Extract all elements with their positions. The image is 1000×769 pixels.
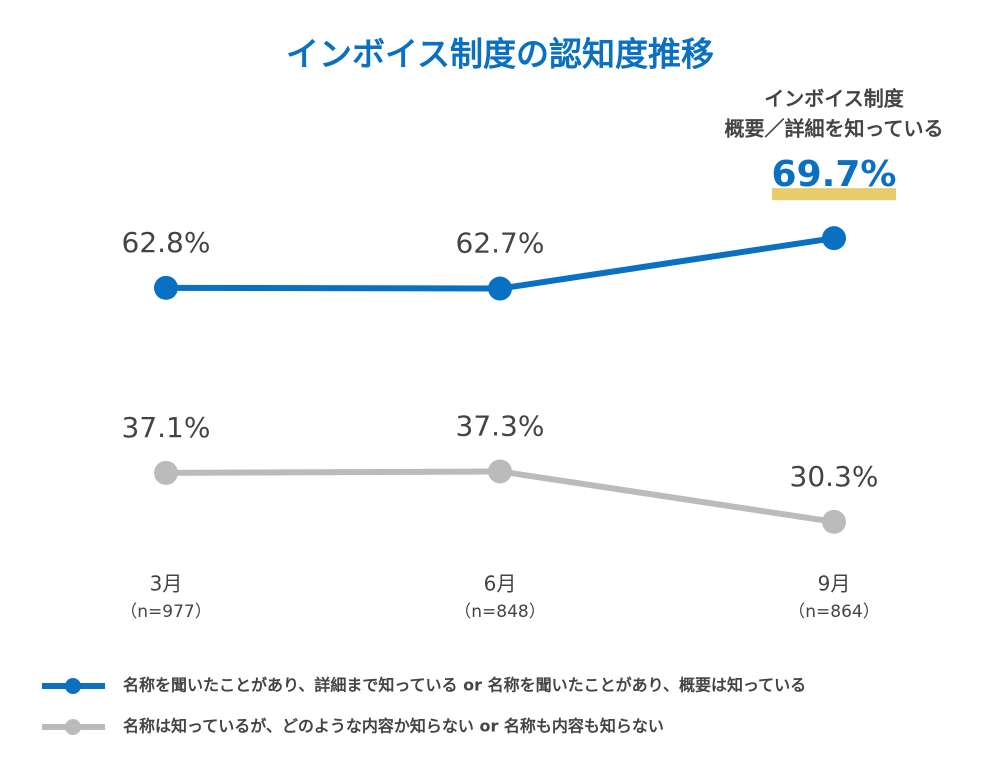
data-point <box>154 275 178 300</box>
data-point <box>488 276 512 301</box>
chart-title: インボイス制度の認知度推移 <box>286 35 714 74</box>
annotation: 概要／詳細を知っている <box>725 117 944 141</box>
data-point <box>488 459 512 484</box>
sample-size: （n=848） <box>454 602 545 622</box>
highlight-band <box>772 188 896 201</box>
x-tick-label: 3月 <box>150 572 183 596</box>
data-point <box>822 509 846 534</box>
sample-size: （n=977） <box>120 602 211 622</box>
x-tick-label: 9月 <box>818 572 851 596</box>
legend-label: 名称は知っているが、どのような内容か知らない or 名称も内容も知らない <box>123 717 664 736</box>
legend-dot <box>65 719 81 735</box>
data-point <box>154 460 178 485</box>
data-label: 37.3% <box>456 409 545 442</box>
data-label: 69.7% <box>772 154 897 195</box>
legend-dot <box>65 678 81 694</box>
data-label: 30.3% <box>790 460 879 493</box>
legend-label: 名称を聞いたことがあり、詳細まで知っている or 名称を聞いたことがあり、概要は… <box>123 676 806 695</box>
annotation: インボイス制度 <box>764 87 904 111</box>
data-label: 37.1% <box>122 411 211 444</box>
data-label: 62.7% <box>456 227 545 260</box>
data-point <box>822 226 846 251</box>
sample-size: （n=864） <box>788 602 879 622</box>
data-label: 62.8% <box>122 226 211 259</box>
x-tick-label: 6月 <box>484 572 517 596</box>
